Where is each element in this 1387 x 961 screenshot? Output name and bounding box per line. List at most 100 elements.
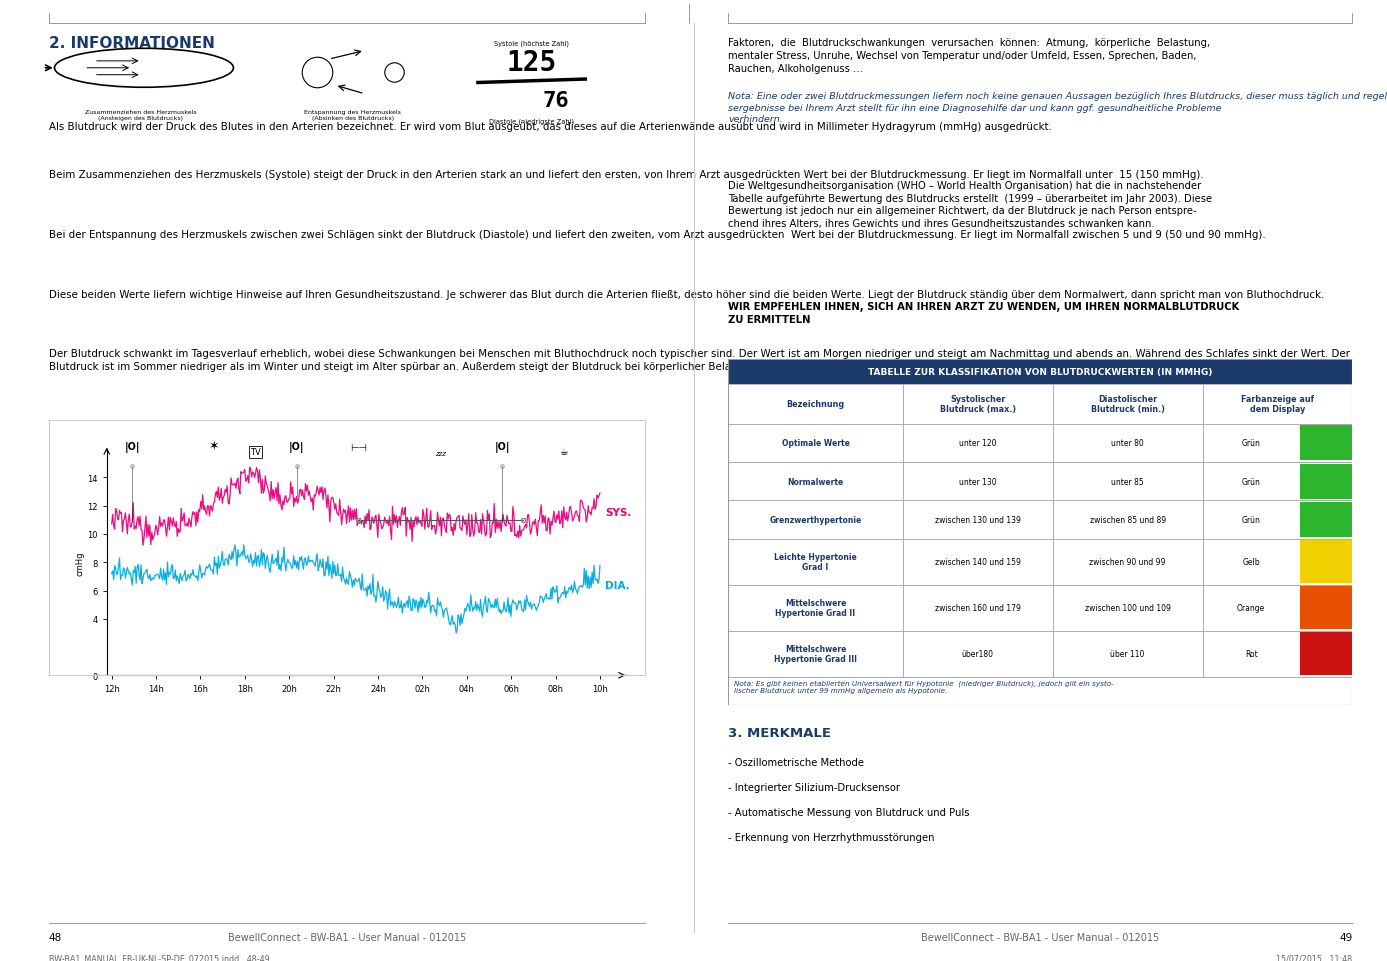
Bar	[903, 501, 1053, 539]
Bar	[1203, 539, 1352, 585]
Bar	[1203, 462, 1352, 501]
Text: Bezeichnung: Bezeichnung	[786, 400, 845, 408]
Text: zwischen 100 und 109: zwischen 100 und 109	[1085, 604, 1171, 612]
Text: zwischen 140 und 159: zwischen 140 und 159	[935, 557, 1021, 567]
Text: - Oszillometrische Methode: - Oszillometrische Methode	[728, 757, 864, 767]
Text: Mittelschwere
Hypertonie Grad II: Mittelschwere Hypertonie Grad II	[775, 599, 856, 618]
Text: Grün: Grün	[1241, 515, 1261, 525]
Text: SYS.: SYS.	[605, 507, 631, 518]
Bar	[1300, 632, 1352, 676]
Bar	[1203, 424, 1352, 462]
Text: DIA.: DIA.	[605, 580, 630, 590]
Text: über 110: über 110	[1111, 650, 1144, 658]
Text: - Integrierter Silizium-Drucksensor: - Integrierter Silizium-Drucksensor	[728, 782, 900, 792]
Text: |O|: |O|	[288, 442, 304, 453]
Bar	[1300, 464, 1352, 499]
Text: Diastole (niedrigste Zahl): Diastole (niedrigste Zahl)	[490, 118, 574, 125]
Text: 125: 125	[506, 49, 556, 77]
Text: Der Blutdruck schwankt im Tagesverlauf erheblich, wobei diese Schwankungen bei M: Der Blutdruck schwankt im Tagesverlauf e…	[49, 349, 1350, 372]
Text: Zusammenziehen des Herzmuskels
(Ansteigen des Blutdrucks): Zusammenziehen des Herzmuskels (Ansteige…	[85, 110, 197, 121]
Bar	[903, 631, 1053, 677]
Text: Farbanzeige auf
dem Display: Farbanzeige auf dem Display	[1241, 395, 1313, 414]
Text: Rot: Rot	[1246, 650, 1258, 658]
Text: TABELLE ZUR KLASSIFIKATION VON BLUTDRUCKWERTEN (IN MMHG): TABELLE ZUR KLASSIFIKATION VON BLUTDRUCK…	[868, 367, 1212, 377]
Bar	[1300, 587, 1352, 629]
Text: BW-BA1_MANUAL_FR-UK-NL-SP-DE_072015.indd   48-49: BW-BA1_MANUAL_FR-UK-NL-SP-DE_072015.indd…	[49, 953, 269, 961]
Text: Grün: Grün	[1241, 477, 1261, 486]
Bar	[728, 424, 903, 462]
Text: Systolischer
Blutdruck (max.): Systolischer Blutdruck (max.)	[940, 395, 1015, 414]
Text: - Automatische Messung von Blutdruck und Puls: - Automatische Messung von Blutdruck und…	[728, 807, 970, 817]
Bar	[1053, 501, 1203, 539]
Text: BewellConnect - BW-BA1 - User Manual - 012015: BewellConnect - BW-BA1 - User Manual - 0…	[921, 932, 1160, 942]
Bar	[728, 677, 1352, 705]
Text: 76: 76	[542, 90, 569, 111]
Bar	[728, 585, 903, 631]
Text: 15/07/2015   11:48: 15/07/2015 11:48	[1276, 953, 1352, 961]
Text: Leichte Hypertonie
Grad I: Leichte Hypertonie Grad I	[774, 553, 857, 572]
Text: Mittelschwere
Hypertonie Grad III: Mittelschwere Hypertonie Grad III	[774, 644, 857, 664]
Text: Grenzwerthypertonie: Grenzwerthypertonie	[770, 515, 861, 525]
Text: 2. INFORMATIONEN: 2. INFORMATIONEN	[49, 36, 215, 51]
Text: - Erkennung von Herzrhythmusstörungen: - Erkennung von Herzrhythmusstörungen	[728, 832, 935, 842]
Bar	[1203, 501, 1352, 539]
Text: |O|: |O|	[125, 442, 140, 453]
Text: Orange: Orange	[1237, 604, 1265, 612]
Bar	[1300, 541, 1352, 583]
Text: Systole (höchste Zahl): Systole (höchste Zahl)	[494, 40, 569, 47]
Text: Entspannung des Herzmuskels
(Absinken des Blutdrucks): Entspannung des Herzmuskels (Absinken de…	[304, 110, 401, 121]
Bar	[1300, 503, 1352, 537]
Text: Bei der Entspannung des Herzmuskels zwischen zwei Schlägen sinkt der Blutdruck (: Bei der Entspannung des Herzmuskels zwis…	[49, 230, 1265, 239]
Text: Diastolischer
Blutdruck (min.): Diastolischer Blutdruck (min.)	[1090, 395, 1165, 414]
Text: zwischen 160 und 179: zwischen 160 und 179	[935, 604, 1021, 612]
Bar	[903, 384, 1053, 424]
Text: Diese beiden Werte liefern wichtige Hinweise auf Ihren Gesundheitszustand. Je sc: Diese beiden Werte liefern wichtige Hinw…	[49, 289, 1323, 299]
Bar	[903, 424, 1053, 462]
Bar	[1053, 631, 1203, 677]
Text: zzz: zzz	[436, 451, 445, 456]
Bar	[1053, 424, 1203, 462]
Text: Normalwerte: Normalwerte	[788, 477, 843, 486]
Text: unter 85: unter 85	[1111, 477, 1144, 486]
Text: unter 130: unter 130	[958, 477, 997, 486]
Text: zwischen 90 und 99: zwischen 90 und 99	[1089, 557, 1166, 567]
Text: BewellConnect - BW-BA1 - User Manual - 012015: BewellConnect - BW-BA1 - User Manual - 0…	[227, 932, 466, 942]
Bar	[728, 631, 903, 677]
Bar	[1053, 384, 1203, 424]
Text: TV: TV	[250, 448, 261, 456]
Bar	[1053, 539, 1203, 585]
Text: über180: über180	[961, 650, 994, 658]
Text: unter 120: unter 120	[958, 439, 997, 448]
Bar	[728, 462, 903, 501]
Bar	[1053, 462, 1203, 501]
Text: 49: 49	[1338, 932, 1352, 942]
Text: Nota: Eine oder zwei Blutdruckmessungen liefern noch keine genauen Aussagen bezü: Nota: Eine oder zwei Blutdruckmessungen …	[728, 92, 1387, 124]
Text: ☕: ☕	[559, 447, 569, 456]
Bar	[728, 539, 903, 585]
Text: Grün: Grün	[1241, 439, 1261, 448]
Text: 3. MERKMALE: 3. MERKMALE	[728, 727, 831, 740]
Bar	[1053, 585, 1203, 631]
Text: 48: 48	[49, 932, 62, 942]
Bar	[903, 585, 1053, 631]
Text: ✶: ✶	[209, 439, 219, 453]
Text: Optimale Werte: Optimale Werte	[782, 439, 849, 448]
Bar	[1203, 631, 1352, 677]
Text: BEISPIEL FÜR DIE SCHWANKUNG DES BLUTDRUCKS BEI EINEM 35-JÄHRIGEN MANN: BEISPIEL FÜR DIE SCHWANKUNG DES BLUTDRUC…	[128, 431, 566, 440]
Bar	[903, 539, 1053, 585]
Text: Als Blutdruck wird der Druck des Blutes in den Arterien bezeichnet. Er wird vom : Als Blutdruck wird der Druck des Blutes …	[49, 122, 1051, 132]
Text: Faktoren,  die  Blutdruckschwankungen  verursachen  können:  Atmung,  körperlich: Faktoren, die Blutdruckschwankungen veru…	[728, 38, 1211, 74]
Text: WIR EMPFEHLEN IHNEN, SICH AN IHREN ARZT ZU WENDEN, UM IHREN NORMALBLUTDRUCK
ZU E: WIR EMPFEHLEN IHNEN, SICH AN IHREN ARZT …	[728, 302, 1240, 325]
Bar	[1203, 585, 1352, 631]
Text: Die Weltgesundheitsorganisation (WHO – World Health Organisation) hat die in nac: Die Weltgesundheitsorganisation (WHO – W…	[728, 181, 1212, 229]
Bar	[728, 359, 1352, 384]
Text: |O|: |O|	[494, 442, 510, 453]
Text: Nota: Es gibt keinen etablierten Universalwert für Hypotonie  (niedriger Blutdru: Nota: Es gibt keinen etablierten Univers…	[735, 679, 1114, 694]
Y-axis label: cmHg: cmHg	[75, 551, 85, 575]
Text: ⊢⊣: ⊢⊣	[350, 443, 366, 453]
Bar	[1203, 384, 1352, 424]
Text: Gelb: Gelb	[1243, 557, 1259, 567]
Bar	[728, 501, 903, 539]
Text: zwischen 130 und 139: zwischen 130 und 139	[935, 515, 1021, 525]
Text: unter 80: unter 80	[1111, 439, 1144, 448]
